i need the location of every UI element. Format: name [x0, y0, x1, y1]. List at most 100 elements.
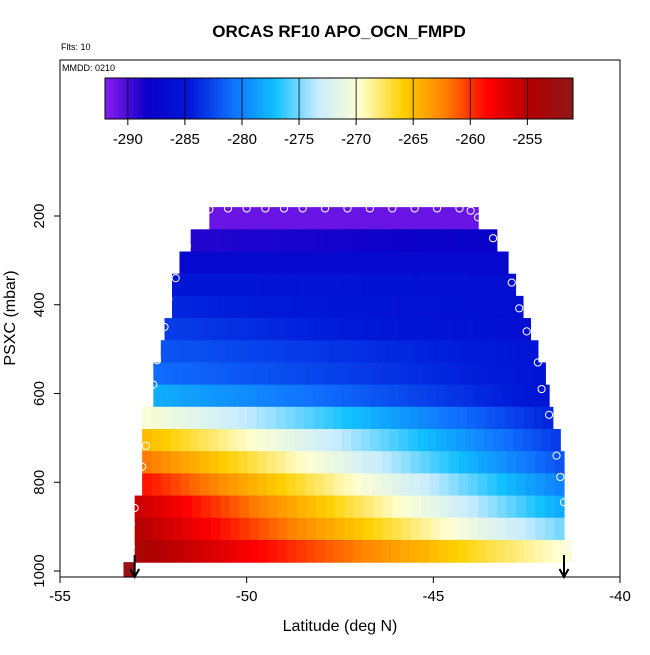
heatmap-cell	[276, 295, 287, 319]
heatmap-cell	[228, 451, 239, 474]
heatmap-cell	[341, 429, 352, 452]
heatmap-cell	[399, 406, 411, 430]
heatmap-cell	[257, 229, 268, 253]
flight-point	[152, 356, 162, 365]
heatmap-cell	[305, 473, 316, 497]
heatmap-cell	[456, 295, 467, 319]
heatmap-cell	[267, 273, 278, 297]
heatmap-cell	[458, 229, 469, 253]
heatmap-cell	[487, 495, 498, 519]
heatmap-cell	[296, 539, 307, 563]
heatmap-cell	[305, 273, 316, 297]
colorbar-tick-label: -255	[512, 131, 542, 148]
heatmap-cell	[277, 539, 288, 563]
heatmap-cell	[249, 495, 260, 519]
heatmap-cell	[370, 318, 381, 341]
heatmap-cell	[191, 273, 202, 297]
heatmap-cell	[200, 229, 211, 253]
heatmap-cell	[471, 340, 482, 364]
heatmap-cell	[180, 451, 191, 474]
heatmap-cell	[417, 429, 428, 452]
heatmap-cell	[459, 517, 470, 541]
heatmap-cell	[333, 406, 344, 430]
heatmap-cell	[230, 318, 241, 341]
heatmap-cell	[276, 207, 287, 230]
heatmap-cell	[417, 384, 428, 408]
heatmap-cell	[449, 517, 460, 541]
flight-point	[149, 380, 158, 389]
heatmap-cell	[170, 429, 181, 452]
heatmap-cell	[554, 451, 565, 474]
heatmap-cell	[525, 451, 536, 474]
heatmap-cell	[315, 539, 326, 563]
heatmap-cell	[207, 340, 218, 364]
heatmap-cell	[535, 473, 546, 497]
heatmap-cell	[395, 251, 406, 275]
heatmap-cell	[238, 384, 249, 408]
colorbar-gradient	[104, 77, 574, 120]
x-axis-label: Latitude (deg N)	[283, 618, 398, 635]
heatmap-cell	[228, 384, 239, 408]
heatmap-cell	[443, 340, 454, 364]
flight-point	[343, 204, 352, 213]
heatmap-cell	[459, 495, 470, 519]
heatmap-cell	[209, 384, 220, 408]
heatmap-cell	[161, 406, 172, 430]
heatmap-cell	[424, 340, 435, 364]
heatmap-cell	[332, 429, 343, 452]
heatmap-cell	[459, 362, 470, 386]
heatmap-cell	[228, 406, 239, 430]
heatmap-cell	[430, 517, 441, 541]
heatmap-cell	[362, 451, 373, 474]
heatmap-cell	[325, 495, 336, 519]
heatmap-cell	[484, 429, 495, 452]
heatmap-cell	[209, 451, 220, 474]
heatmap-cell	[392, 362, 403, 386]
heatmap-cell	[273, 251, 284, 275]
heatmap-cell	[217, 251, 227, 275]
chart-title: ORCAS RF10 APO_OCN_FMPD	[212, 22, 465, 41]
heatmap-cell	[219, 295, 230, 319]
heatmap-cell	[506, 495, 517, 519]
heatmap-cell	[210, 362, 221, 386]
heatmap-cell	[333, 451, 345, 474]
heatmap-cell	[430, 362, 441, 386]
heatmap-cell	[486, 273, 497, 297]
heatmap-cell	[294, 406, 306, 430]
flight-point	[141, 441, 150, 450]
heatmap-cell	[381, 273, 393, 297]
heatmap-cell	[389, 318, 400, 341]
colorbar-tick-label: -260	[455, 131, 485, 148]
heatmap-cell	[313, 384, 324, 408]
heatmap-cell	[306, 495, 317, 519]
heatmap-cell	[348, 251, 359, 275]
heatmap-cell	[448, 451, 460, 474]
heatmap-cell	[410, 229, 421, 253]
heatmap-cell	[182, 362, 193, 386]
heatmap-cell	[188, 251, 199, 275]
heatmap-cell	[519, 340, 530, 364]
heatmap-cell	[163, 517, 174, 541]
heatmap-cell	[535, 495, 546, 519]
colorbar-tick-label: -275	[284, 131, 314, 148]
heatmap-cell	[283, 340, 294, 364]
heatmap-cell	[248, 539, 259, 563]
heatmap-cell	[373, 362, 384, 386]
heatmap-cell	[296, 495, 307, 519]
heatmap-cell	[273, 340, 284, 364]
flight-point	[194, 220, 203, 229]
heatmap-cell	[420, 273, 431, 297]
heatmap-cell	[161, 429, 172, 452]
heatmap-cell	[495, 406, 506, 430]
heatmap-cell	[219, 229, 230, 253]
heatmap-cell	[520, 384, 531, 408]
colorbar	[104, 77, 574, 120]
heatmap-cell	[257, 451, 268, 474]
heatmap-cell	[258, 495, 269, 519]
heatmap-cell	[427, 318, 438, 341]
heatmap-cell	[474, 429, 485, 452]
heatmap-cell	[229, 539, 240, 563]
heatmap-cell	[324, 207, 335, 230]
heatmap-cell	[362, 229, 374, 253]
heatmap-cell	[296, 517, 307, 541]
